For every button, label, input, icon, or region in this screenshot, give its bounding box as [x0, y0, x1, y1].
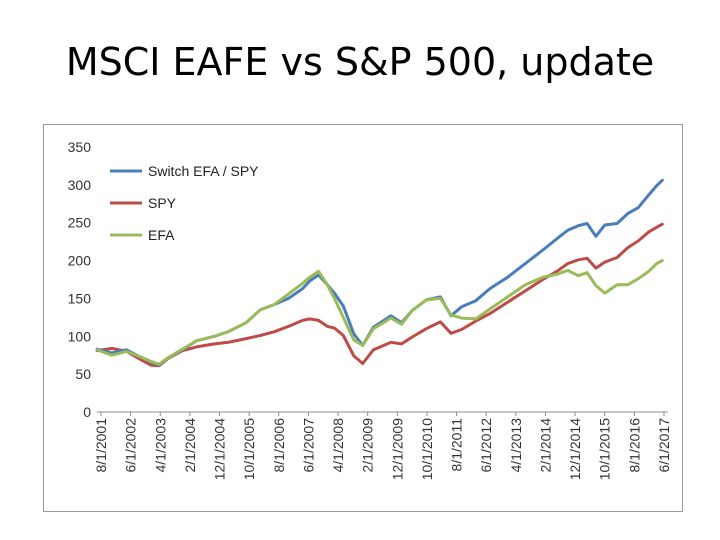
x-tick-label: 2/1/2009 [360, 418, 376, 473]
y-tick-label: 250 [68, 215, 92, 231]
x-tick-label: 12/1/2014 [567, 418, 583, 480]
y-tick-label: 0 [83, 404, 91, 420]
legend-label: SPY [148, 195, 177, 211]
x-tick-label: 10/1/2005 [241, 418, 257, 480]
chart-frame: 0 50 100 150 200 250 300 350 8/1/2001 6/1/2002 4/1… [43, 124, 683, 512]
legend-label: Switch EFA / SPY [148, 163, 259, 179]
x-tick-label: 6/1/2017 [656, 418, 672, 473]
y-tick-label: 150 [68, 290, 92, 306]
x-tick-label: 8/1/2016 [626, 418, 642, 473]
x-tick-label: 12/1/2004 [212, 418, 228, 480]
x-tick-label: 2/1/2014 [537, 418, 553, 473]
x-tick-label: 8/1/2001 [93, 418, 109, 473]
x-tick-label: 6/1/2012 [478, 418, 494, 473]
y-tick-label: 50 [75, 366, 91, 382]
x-tick-label: 6/1/2002 [123, 418, 139, 473]
x-tick-label: 2/1/2004 [182, 418, 198, 473]
series-line-switch-efa-spy [95, 178, 664, 367]
x-tick-label: 10/1/2010 [419, 418, 435, 480]
x-tick-label: 8/1/2011 [449, 418, 465, 472]
series-line-efa [95, 259, 664, 366]
x-tick-label: 6/1/2007 [300, 418, 316, 473]
y-tick-label: 300 [68, 177, 92, 193]
y-tick-label: 350 [68, 139, 92, 155]
x-tick-label: 4/1/2013 [508, 418, 524, 473]
y-tick-label: 200 [68, 253, 92, 269]
x-tick-label: 4/1/2003 [152, 418, 168, 473]
x-tick-label: 10/1/2015 [597, 418, 613, 480]
x-tick-label: 4/1/2008 [330, 418, 346, 473]
series-line-spy [95, 222, 664, 368]
slide-title: MSCI EAFE vs S&P 500, update [65, 40, 655, 84]
x-tick-label: 12/1/2009 [389, 418, 405, 480]
line-chart: 0 50 100 150 200 250 300 350 8/1/2001 6/1/2002 4/1… [68, 139, 672, 480]
x-tick-label: 8/1/2006 [271, 418, 287, 473]
y-tick-label: 100 [68, 328, 92, 344]
legend-label: EFA [148, 227, 175, 243]
